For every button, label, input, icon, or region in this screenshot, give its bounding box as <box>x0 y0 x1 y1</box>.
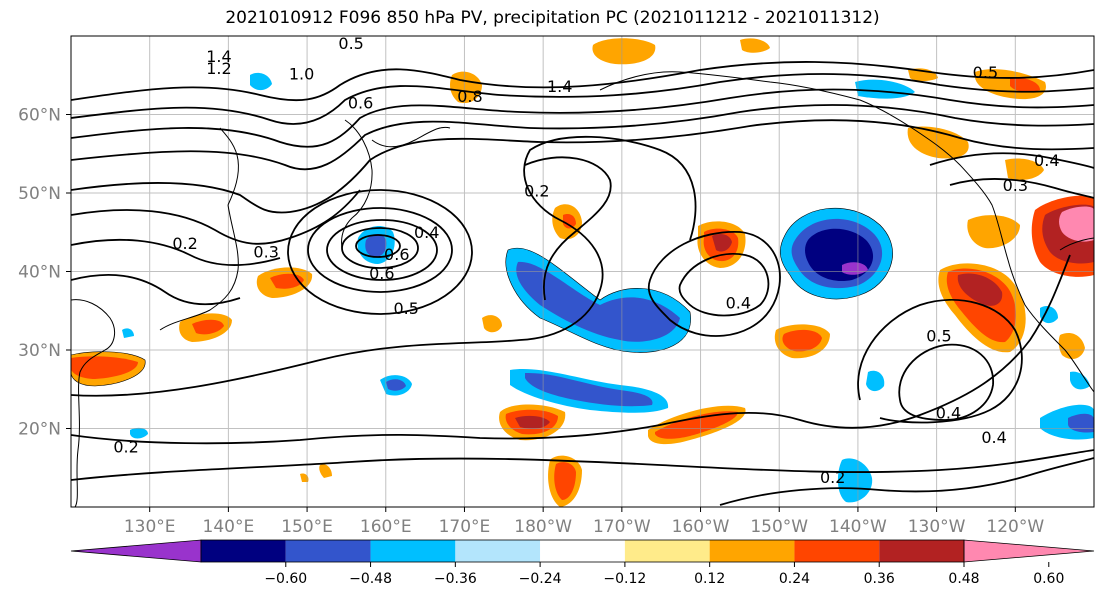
colorbar-tick-label: −0.60 <box>264 571 307 587</box>
colorbar-segment <box>794 540 880 562</box>
lon-tick-label: 130°E <box>124 517 176 537</box>
colorbar-frame <box>200 539 965 563</box>
lat-tick-label: 40°N <box>18 263 61 283</box>
lon-tick-label: 170°E <box>439 517 491 537</box>
colorbar-tick-label: 0.48 <box>948 571 979 587</box>
contour-labels: 1.41.2 1.00.50.6 0.81.40.20.40.60.60.50.2 0… <box>113 34 1059 487</box>
colorbar-extend-high <box>963 539 1095 563</box>
axis-ticks: 130°E 140°E 150°E 160°E 170°E 180°W 170°W 160°W… <box>18 106 1044 538</box>
colorbar-tick-label: 0.36 <box>864 571 895 587</box>
colorbar-segment <box>285 540 371 562</box>
contour-label: 0.6 <box>369 264 394 283</box>
lat-tick-label: 50°N <box>18 184 61 204</box>
pv-contours <box>71 61 1094 506</box>
contour-label: 0.8 <box>457 87 482 106</box>
coastlines <box>71 71 1094 507</box>
colorbar-tick-label: 0.60 <box>1033 571 1064 587</box>
colorbar-segment <box>455 540 541 562</box>
colorbar-segment <box>370 540 456 562</box>
contour-label: 0.5 <box>973 63 998 82</box>
contour-label: 1.0 <box>289 64 314 83</box>
lon-tick-label: 160°W <box>672 517 730 537</box>
colorbar-segment <box>201 540 286 562</box>
colorbar-tick-label: −0.24 <box>519 571 562 587</box>
lon-tick-label: 140°W <box>829 517 887 537</box>
lon-tick-label: 150°W <box>750 517 808 537</box>
contour-label: 0.3 <box>253 243 278 262</box>
colorbar-segment <box>624 540 710 562</box>
colorbar: −0.60 −0.48 −0.36 −0.24 −0.12 0.12 0.24 0.36 0.4… <box>70 539 1095 587</box>
colorbar-extend-low <box>70 539 202 563</box>
contour-label: 0.4 <box>936 404 961 423</box>
lon-tick-label: 160°E <box>360 517 412 537</box>
contour-label: 0.3 <box>1003 176 1028 195</box>
contour-label: 0.5 <box>394 299 419 318</box>
colorbar-tick-label: 0.12 <box>694 571 725 587</box>
contour-label: 0.2 <box>113 437 138 456</box>
contour-label: 0.5 <box>338 34 363 53</box>
colorbar-tick-label: 0.24 <box>779 571 810 587</box>
contour-label: 0.4 <box>1034 151 1059 170</box>
contour-label: 0.4 <box>414 223 439 242</box>
contour-label: 0.2 <box>524 181 549 200</box>
lat-tick-label: 30°N <box>18 341 61 361</box>
lat-tick-label: 60°N <box>18 106 61 126</box>
contour-label: 0.2 <box>820 468 845 487</box>
lat-tick-label: 20°N <box>18 420 61 440</box>
contour-label: 0.2 <box>172 234 197 253</box>
contour-label: 1.4 <box>206 47 231 66</box>
contour-label: 1.2 <box>206 59 231 78</box>
gridlines <box>71 36 1094 507</box>
contour-label: 0.6 <box>384 245 409 264</box>
colorbar-segment <box>540 540 625 562</box>
colorbar-segment <box>879 540 964 562</box>
contour-label: 1.4 <box>547 77 572 96</box>
colorbar-tick-label: −0.12 <box>603 571 646 587</box>
colorbar-tick-label: −0.36 <box>434 571 477 587</box>
contour-label: 0.4 <box>726 294 751 313</box>
lon-tick-label: 120°W <box>986 517 1044 537</box>
lon-tick-label: 180°W <box>514 517 572 537</box>
contour-label: 0.5 <box>926 327 951 346</box>
colorbar-segment <box>709 540 795 562</box>
lon-tick-label: 170°W <box>593 517 651 537</box>
colorbar-tick-label: −0.48 <box>349 571 392 587</box>
contour-label: 0.4 <box>981 428 1006 447</box>
lon-tick-label: 140°E <box>203 517 255 537</box>
contour-label: 0.6 <box>348 94 373 113</box>
lon-tick-label: 150°E <box>281 517 333 537</box>
lon-tick-label: 130°W <box>908 517 966 537</box>
chart-title: 2021010912 F096 850 hPa PV, precipitatio… <box>225 8 880 28</box>
